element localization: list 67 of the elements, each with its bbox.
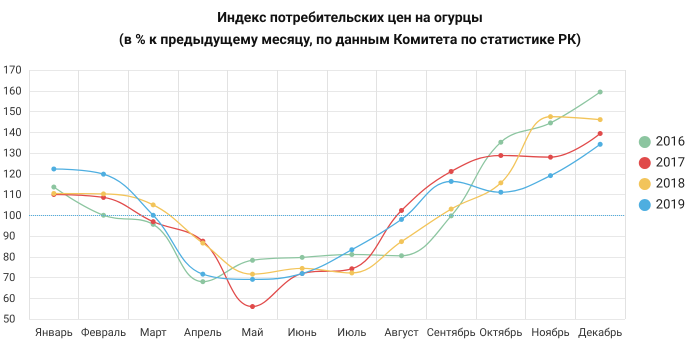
y-tick-label: 60	[3, 292, 16, 305]
legend-label: 2018	[656, 176, 686, 192]
y-tick-label: 100	[3, 208, 22, 222]
point	[349, 252, 354, 257]
point	[598, 130, 603, 136]
chart-subtitle: (в % к предыдущему месяцу, по данным Комитета по статистике РК)	[118, 32, 582, 48]
x-tick-label: Август	[384, 326, 420, 339]
x-tick-label: Апрель	[184, 326, 222, 339]
legend-label: 2017	[656, 156, 686, 170]
point	[448, 206, 454, 212]
point	[598, 117, 603, 122]
point	[548, 173, 553, 178]
point	[250, 276, 255, 282]
y-tick-label: 90	[3, 230, 16, 242]
x-tick-label: Октябрь	[479, 326, 522, 339]
point	[399, 208, 404, 213]
point	[448, 178, 454, 184]
x-tick-label: Февраль	[80, 326, 126, 339]
point	[498, 152, 504, 158]
y-tick-label: 150	[3, 105, 22, 118]
y-tick-label: 160	[3, 84, 22, 98]
x-tick-label: Май	[242, 326, 264, 339]
chart-title: Индекс потребительских цен на огурцы	[217, 10, 483, 26]
point	[448, 168, 454, 174]
legend-label: 2019	[656, 198, 686, 212]
x-tick-label: Январь	[34, 326, 73, 339]
y-tick-label: 80	[3, 250, 16, 264]
y-tick-label: 120	[3, 167, 22, 180]
y-tick-label: 50	[3, 312, 16, 326]
point	[548, 114, 553, 120]
point	[300, 266, 305, 271]
x-tick-label: Ноябрь	[531, 326, 570, 339]
legend-label: 2016	[656, 134, 686, 150]
point	[250, 258, 255, 263]
x-tick-label: Декабрь	[578, 326, 622, 339]
y-tick-label: 140	[3, 126, 22, 139]
point	[150, 202, 156, 208]
point	[399, 216, 404, 222]
point	[399, 239, 404, 244]
point	[399, 253, 404, 258]
point	[349, 270, 354, 276]
x-tick-label: Март	[140, 326, 168, 339]
point	[250, 304, 255, 310]
point	[598, 89, 603, 94]
point	[598, 142, 603, 147]
x-tick-label: Июнь	[288, 326, 317, 339]
point	[250, 272, 255, 277]
point	[498, 140, 504, 145]
point	[101, 172, 106, 177]
x-tick-label: Июль	[337, 326, 366, 339]
y-tick-label: 130	[3, 146, 22, 160]
y-tick-label: 70	[3, 271, 16, 284]
point	[51, 184, 56, 190]
point	[101, 191, 106, 196]
point	[498, 190, 504, 195]
point	[300, 254, 305, 260]
point	[548, 120, 553, 126]
point	[548, 154, 553, 160]
point	[200, 272, 206, 277]
point	[498, 180, 504, 186]
point	[349, 247, 354, 252]
y-tick-label: 110	[3, 188, 22, 201]
point	[150, 219, 156, 224]
y-tick-label: 170	[3, 64, 22, 76]
x-tick-label: Сентябрь	[426, 326, 476, 339]
point	[200, 279, 206, 284]
point	[51, 166, 56, 172]
